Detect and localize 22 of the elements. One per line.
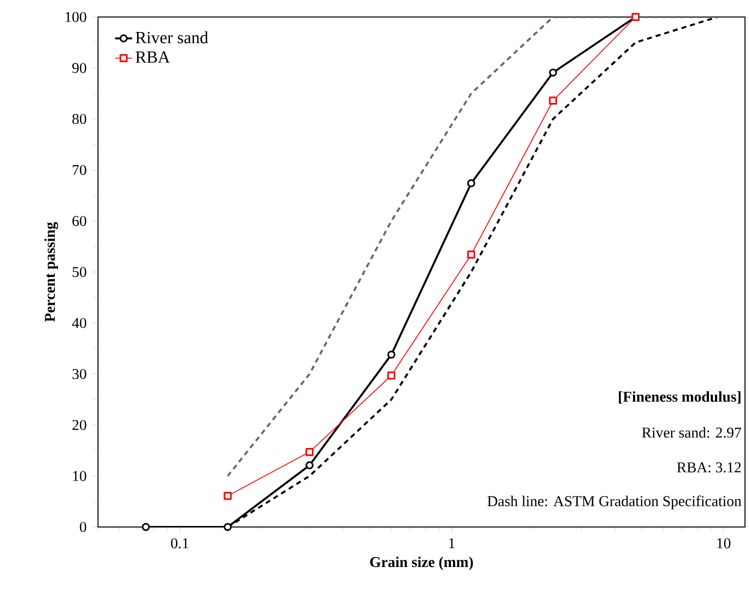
y-tick-label: 60	[72, 216, 86, 226]
annotation: River sand: 2.97	[642, 427, 742, 438]
y-tick-label: 70	[72, 164, 86, 176]
annotation: RBA: 3.12	[676, 462, 741, 473]
y-tick-label: 80	[72, 114, 86, 124]
annotation: [Fineness modulus]	[618, 391, 740, 404]
legend-label: River sand	[136, 31, 208, 44]
x-tick-label: 10	[717, 538, 730, 548]
y-tick-label: 90	[72, 62, 86, 74]
y-tick-label: 0	[80, 522, 86, 532]
annotation: Dash line: ASTM Gradation Specification	[487, 496, 742, 510]
y-tick-label: 20	[72, 420, 86, 430]
y-tick-label: 10	[73, 470, 86, 482]
y-tick-label: 50	[72, 266, 86, 278]
x-tick-label: 1	[449, 538, 454, 548]
y-axis-title: Percent passing	[44, 222, 58, 322]
x-axis-title: Grain size (mm)	[370, 556, 473, 570]
legend-label: RBA	[136, 51, 170, 63]
y-tick-label: 100	[66, 12, 86, 22]
x-tick-label: 0.1	[171, 538, 188, 548]
y-tick-label: 40	[72, 318, 86, 328]
y-tick-label: 30	[72, 368, 86, 380]
